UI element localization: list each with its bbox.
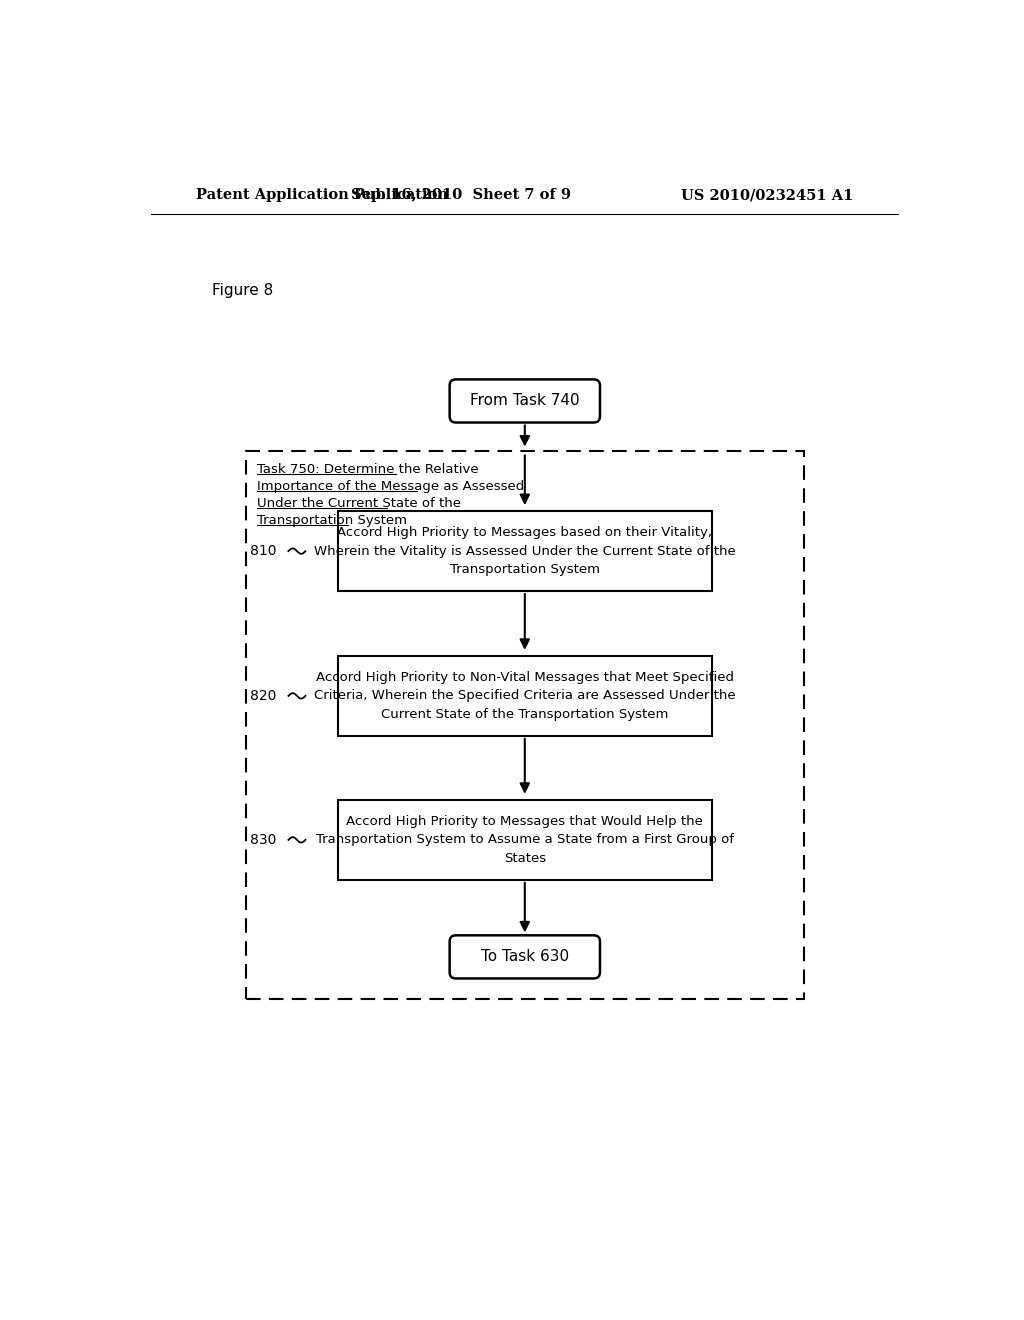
Text: Patent Application Publication: Patent Application Publication	[197, 189, 449, 202]
FancyBboxPatch shape	[450, 936, 600, 978]
Text: US 2010/0232451 A1: US 2010/0232451 A1	[681, 189, 853, 202]
Text: 830: 830	[251, 833, 276, 847]
Text: Importance of the Message as Assessed: Importance of the Message as Assessed	[257, 480, 524, 494]
Text: 810: 810	[250, 544, 276, 558]
Text: Accord High Priority to Messages that Would Help the
Transportation System to As: Accord High Priority to Messages that Wo…	[315, 814, 734, 865]
Bar	[338, 511, 712, 591]
Text: 820: 820	[251, 689, 276, 702]
Text: Accord High Priority to Non-Vital Messages that Meet Specified
Criteria, Wherein: Accord High Priority to Non-Vital Messag…	[314, 671, 735, 721]
Text: Figure 8: Figure 8	[212, 284, 273, 298]
FancyBboxPatch shape	[450, 379, 600, 422]
Text: Task 750: Determine the Relative: Task 750: Determine the Relative	[257, 463, 478, 477]
Bar	[338, 800, 712, 880]
Text: Accord High Priority to Messages based on their Vitality,
Wherein the Vitality i: Accord High Priority to Messages based o…	[314, 527, 735, 576]
Text: Transportation System: Transportation System	[257, 515, 407, 527]
Text: Under the Current State of the: Under the Current State of the	[257, 498, 461, 511]
Bar	[246, 451, 804, 999]
Text: To Task 630: To Task 630	[480, 949, 569, 965]
Text: Sep. 16, 2010  Sheet 7 of 9: Sep. 16, 2010 Sheet 7 of 9	[351, 189, 571, 202]
Text: From Task 740: From Task 740	[470, 393, 580, 408]
Bar	[338, 656, 712, 737]
